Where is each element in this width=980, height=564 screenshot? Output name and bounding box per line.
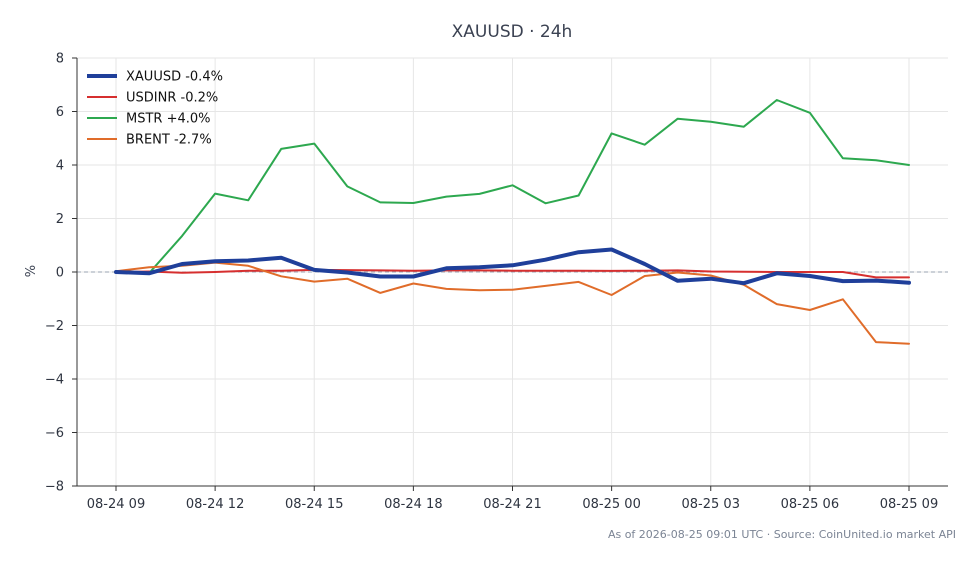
series-lines	[114, 99, 911, 345]
y-tick-label: −6	[45, 426, 64, 441]
axes: 8 6 4 2 0 −2 −4 −6 −8 08-24 09 08-24 12 08-24 15 08-…	[45, 52, 948, 512]
y-tick-label: 4	[56, 159, 64, 174]
legend-label-xauusd: XAUUSD -0.4%	[126, 70, 223, 85]
y-tick-label: 6	[56, 105, 64, 120]
legend-label-brent: BRENT -2.7%	[126, 133, 212, 148]
y-tick-label: 0	[56, 266, 64, 281]
legend: XAUUSD -0.4% USDINR -0.2% MSTR +4.0% BRENT …	[87, 70, 223, 148]
series-line-brent	[115, 261, 910, 345]
x-tick-label: 08-25 00	[582, 497, 640, 512]
series-line-xauusd	[114, 247, 911, 286]
footer-source: As of 2026-08-25 09:01 UTC · Source: Coi…	[608, 528, 956, 541]
x-tick-label: 08-24 12	[186, 497, 244, 512]
x-tick-label: 08-24 15	[285, 497, 343, 512]
y-tick-label: −4	[45, 373, 64, 388]
y-tick-label: 2	[56, 212, 64, 227]
y-tick-label: −8	[45, 480, 64, 495]
x-tick-label: 08-25 03	[682, 497, 740, 512]
series-line-mstr	[115, 99, 910, 275]
y-axis-label: %	[24, 265, 39, 277]
legend-label-mstr: MSTR +4.0%	[126, 112, 211, 127]
chart-title: XAUUSD · 24h	[452, 22, 573, 42]
x-tick-label: 08-24 09	[87, 497, 145, 512]
x-tick-label: 08-25 06	[781, 497, 839, 512]
x-tick-label: 08-24 18	[384, 497, 442, 512]
y-tick-label: 8	[56, 52, 64, 67]
x-tick-label: 08-24 21	[483, 497, 541, 512]
legend-label-usdinr: USDINR -0.2%	[126, 91, 218, 106]
x-tick-label: 08-25 09	[880, 497, 938, 512]
y-tick-label: −2	[45, 319, 64, 334]
